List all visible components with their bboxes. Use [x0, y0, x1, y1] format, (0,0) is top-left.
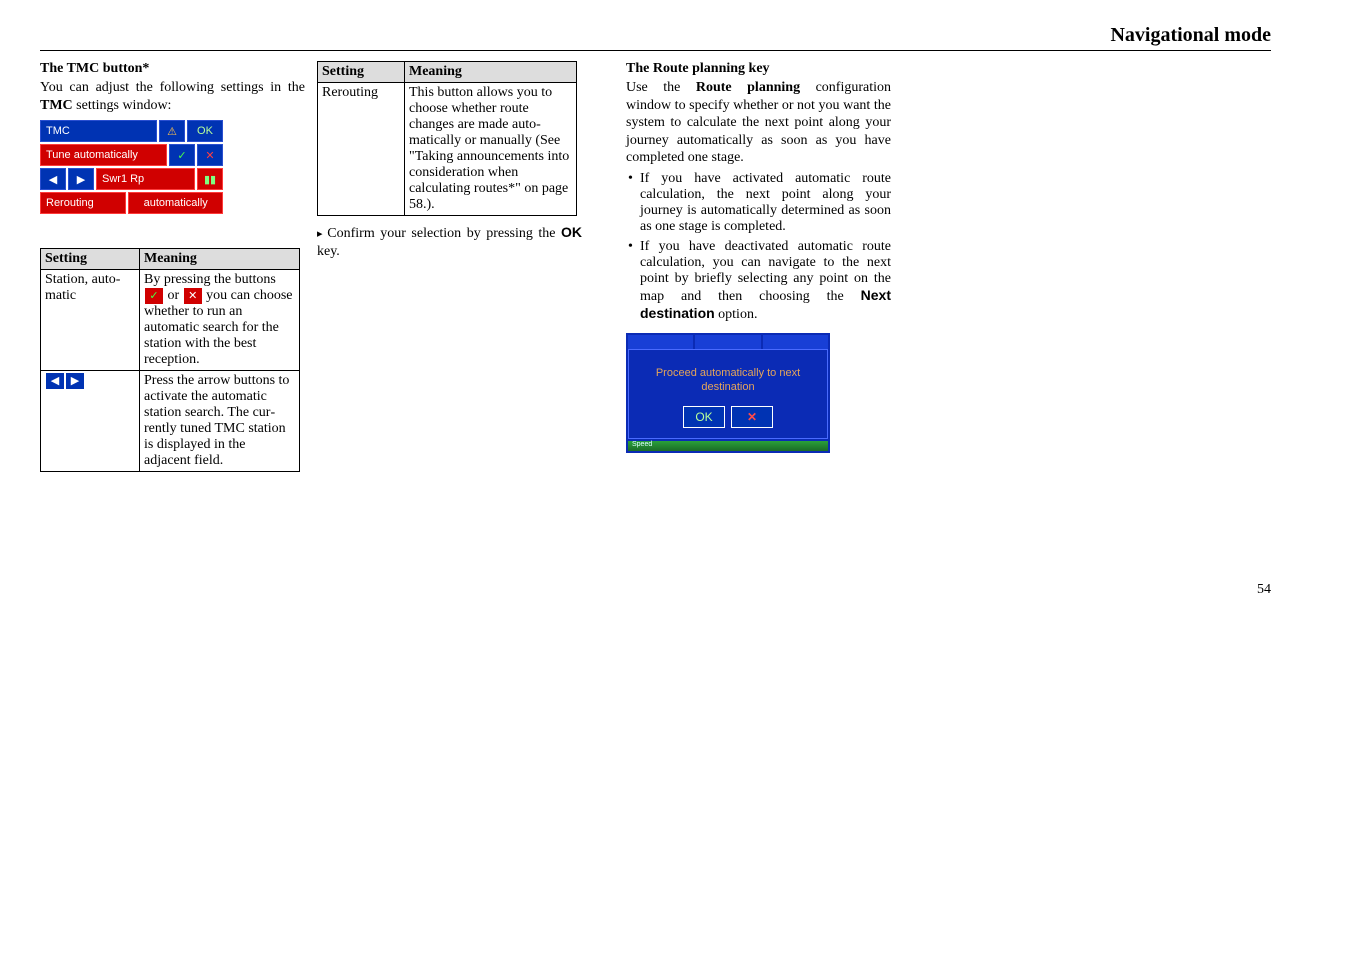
ok-label: OK: [561, 224, 582, 240]
text: or: [164, 288, 183, 303]
rerouting-table: Setting Meaning Rerouting This button al…: [317, 61, 577, 216]
arrow-right-icon: ▶: [66, 373, 84, 389]
text: option.: [715, 307, 758, 322]
tmc-settings-panel: TMC ⚠ OK Tune automatically ✓ ✕ ◀ ▶ Swr1…: [40, 120, 225, 238]
bullet-auto-on: If you have activated automatic rou­te c…: [640, 171, 891, 235]
arrow-left-icon: ◀: [46, 373, 64, 389]
setting-rerouting: Rerouting: [318, 83, 405, 216]
setting-station-auto: Station, auto­matic: [41, 270, 140, 371]
dialog-bottom-strip: Speed: [628, 441, 828, 451]
meaning-arrows: Press the arrow buttons to activate the …: [140, 371, 300, 472]
text: If you have deactivated automatic route …: [640, 239, 891, 304]
rerouting-value[interactable]: automatically: [128, 192, 223, 214]
dialog-line2: destination: [701, 381, 754, 393]
tmc-heading: The TMC button*: [40, 61, 305, 77]
route-planning-bold: Route planning: [696, 80, 800, 95]
station-name-field: Swr1 Rp: [96, 168, 195, 190]
tmc-title-cell: TMC: [40, 120, 157, 142]
bullet-auto-off: If you have deactivated automatic route …: [640, 239, 891, 323]
check-icon: ✓: [145, 288, 163, 304]
text: By pressing the buttons: [144, 272, 276, 287]
close-icon: ✕: [184, 288, 202, 304]
meaning-rerouting: This button allows you to choose whether…: [405, 83, 577, 216]
text: Confirm your selection by pressing the: [327, 226, 561, 241]
page-number: 54: [40, 582, 1271, 598]
col-header-setting: Setting: [41, 249, 140, 270]
confirm-instruction: Confirm your selection by pressing the O…: [317, 224, 582, 260]
rerouting-button[interactable]: Rerouting: [40, 192, 126, 214]
text: Use the: [626, 80, 696, 95]
col-header-setting: Setting: [318, 62, 405, 83]
ok-button[interactable]: OK: [187, 120, 223, 142]
prev-station-button[interactable]: ◀: [40, 168, 66, 190]
page-header-title: Navigational mode: [40, 24, 1271, 51]
text: key.: [317, 244, 340, 259]
content-columns: The TMC button* You can adjust the follo…: [40, 61, 1311, 472]
setting-arrows: ◀▶: [41, 371, 140, 472]
text: settings window:: [73, 98, 172, 113]
warning-glyph: ⚠: [167, 125, 177, 138]
signal-icon: ▮▮: [197, 168, 223, 190]
dialog-message: Proceed automatically to next destinatio…: [639, 366, 817, 395]
col-header-meaning: Meaning: [140, 249, 300, 270]
warning-icon: ⚠: [159, 120, 185, 142]
column-4: The Route planning key Use the Route pla…: [626, 61, 891, 453]
text: the: [288, 80, 305, 95]
column-2: Setting Meaning Rerouting This button al…: [317, 61, 582, 264]
check-icon[interactable]: ✓: [169, 144, 195, 166]
meaning-station-auto: By pressing the buttons ✓ or ✕ you can c…: [140, 270, 300, 371]
tmc-bold: TMC: [40, 98, 73, 113]
text: You can adjust the following settings in: [40, 80, 281, 95]
tmc-settings-table: Setting Meaning Station, auto­matic By p…: [40, 248, 300, 472]
route-planning-list: If you have activated automatic rou­te c…: [626, 171, 891, 323]
dialog-ok-button[interactable]: OK: [683, 406, 725, 428]
tune-automatically-button[interactable]: Tune automatically: [40, 144, 167, 166]
route-planning-intro: Use the Route planning configuration win…: [626, 79, 891, 167]
dialog-line1: Proceed automatically to next: [656, 367, 800, 379]
column-1: The TMC button* You can adjust the follo…: [40, 61, 305, 472]
tmc-intro: You can adjust the following settings in…: [40, 79, 305, 114]
col-header-meaning: Meaning: [405, 62, 577, 83]
route-planning-heading: The Route planning key: [626, 61, 891, 77]
close-icon[interactable]: ✕: [197, 144, 223, 166]
dialog-cancel-button[interactable]: ✕: [731, 406, 773, 428]
next-station-button[interactable]: ▶: [68, 168, 94, 190]
route-planning-dialog: Proceed automatically to next destinatio…: [626, 333, 830, 454]
